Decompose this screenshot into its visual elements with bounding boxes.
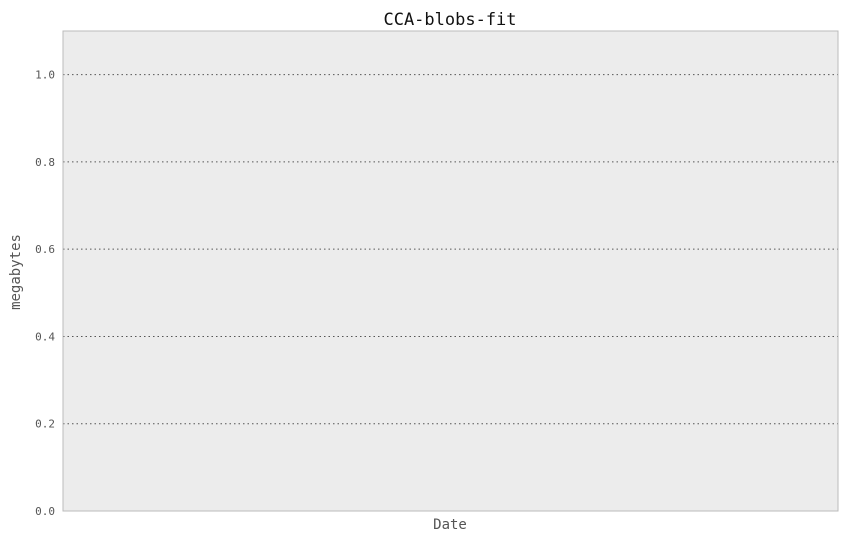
y-tick-labels: 0.0 0.2 0.4 0.6 0.8 1.0 <box>35 69 55 518</box>
y-tick-label: 0.2 <box>35 418 55 431</box>
y-axis-label: megabytes <box>8 234 24 310</box>
y-tick-label: 1.0 <box>35 69 55 82</box>
x-axis-label: Date <box>433 517 467 533</box>
y-tick-label: 0.8 <box>35 156 55 169</box>
y-tick-label: 0.0 <box>35 505 55 518</box>
gridlines <box>63 74 838 425</box>
y-tick-label: 0.4 <box>35 330 55 343</box>
plot-area <box>63 31 838 511</box>
chart-title: CCA-blobs-fit <box>383 10 516 30</box>
plot-frame <box>62 30 839 512</box>
y-tick-label: 0.6 <box>35 243 55 256</box>
